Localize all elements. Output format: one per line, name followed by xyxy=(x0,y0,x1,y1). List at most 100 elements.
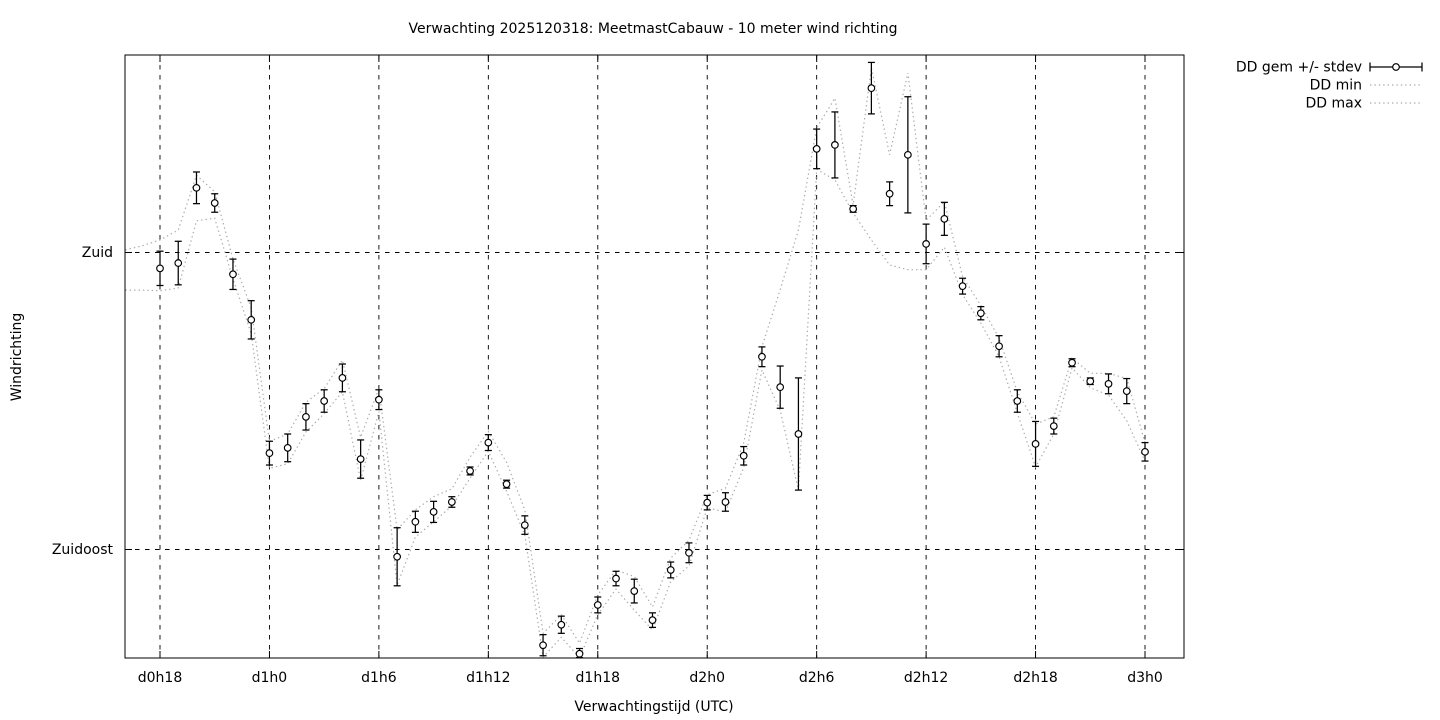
errorbar-point xyxy=(849,205,858,213)
errorbar-point xyxy=(794,377,803,491)
errorbar-point xyxy=(831,111,839,179)
mean-point-marker xyxy=(1086,377,1095,386)
errorbar-point xyxy=(1141,441,1149,462)
mean-point-marker xyxy=(539,641,547,650)
x-tick-label: d1h12 xyxy=(466,670,510,686)
legend-point-marker xyxy=(1392,63,1400,71)
errorbar-point xyxy=(739,445,748,466)
mean-point-marker xyxy=(210,199,219,207)
x-tick-label: d2h12 xyxy=(904,670,948,686)
mean-point-marker xyxy=(739,451,748,460)
mean-point-marker xyxy=(648,616,657,624)
errorbar-point xyxy=(557,615,566,634)
mean-point-marker xyxy=(338,374,347,382)
plot-frame-layer xyxy=(124,54,1185,659)
mean-point-marker xyxy=(1049,422,1058,430)
x-tick-label: d0h18 xyxy=(138,670,182,686)
grid-layer xyxy=(125,55,1184,658)
mean-point-marker xyxy=(812,145,821,153)
legend-sample-errorbar xyxy=(1369,62,1423,72)
mean-point-marker xyxy=(502,480,511,489)
mean-point-marker xyxy=(593,601,602,609)
mean-point-marker xyxy=(192,183,201,192)
mean-point-marker xyxy=(520,521,529,529)
errorbar-point xyxy=(903,96,912,214)
errorbar-point xyxy=(447,496,456,508)
mean-point-marker xyxy=(557,620,566,629)
plot-series-layer xyxy=(125,61,1149,659)
x-tick-label: d2h6 xyxy=(799,670,835,686)
errorbar-point xyxy=(922,223,930,265)
mean-point-marker xyxy=(320,397,329,405)
errorbar-point xyxy=(539,634,547,657)
x-tick-label: d3h0 xyxy=(1127,670,1163,686)
x-tick-label: d2h0 xyxy=(689,670,725,686)
errorbar-point xyxy=(210,193,219,213)
x-tick-label: d1h0 xyxy=(252,670,288,686)
mean-point-marker xyxy=(356,455,365,463)
errorbar-point xyxy=(758,346,766,368)
mean-point-marker xyxy=(885,189,894,198)
errorbar-point xyxy=(484,434,493,452)
x-tick-label: d2h18 xyxy=(1013,670,1057,686)
errorbar-point xyxy=(302,403,310,431)
mean-point-marker xyxy=(466,467,474,475)
mean-point-marker xyxy=(940,214,949,223)
errorbar-point xyxy=(612,570,620,587)
mean-point-marker xyxy=(794,430,803,438)
mean-point-marker xyxy=(283,443,292,452)
errorbar-point xyxy=(338,363,347,393)
mean-point-marker xyxy=(1122,387,1131,395)
mean-point-marker xyxy=(1141,447,1149,456)
plot-border xyxy=(124,54,1185,659)
errorbar-point xyxy=(666,561,675,579)
dd-max-line xyxy=(125,67,1146,645)
errorbar-point xyxy=(429,500,438,524)
mean-point-marker xyxy=(247,315,256,324)
errorbar-point xyxy=(812,128,821,170)
mean-point-marker xyxy=(484,438,493,447)
mean-point-marker xyxy=(922,240,930,248)
mean-point-marker xyxy=(411,517,420,526)
mean-point-marker xyxy=(630,587,639,595)
mean-point-marker xyxy=(995,342,1003,351)
mean-point-marker xyxy=(903,150,912,159)
errorbar-point xyxy=(575,647,584,659)
mean-point-marker xyxy=(1031,440,1040,448)
errorbar-point xyxy=(721,492,730,512)
mean-point-marker xyxy=(156,264,164,273)
errorbar-point xyxy=(1068,358,1076,368)
mean-point-marker xyxy=(831,141,839,149)
mean-point-marker xyxy=(429,508,438,516)
errorbar-point xyxy=(502,479,511,489)
errorbar-point xyxy=(995,335,1003,358)
errorbar-point xyxy=(885,181,894,207)
errorbar-point xyxy=(593,596,602,614)
dd-min-line xyxy=(125,168,1146,659)
errorbar-point xyxy=(685,542,693,564)
mean-point-marker xyxy=(976,309,985,318)
errorbar-point xyxy=(247,300,256,340)
mean-point-marker xyxy=(666,566,675,574)
errorbar-point xyxy=(229,258,237,291)
errorbar-point xyxy=(356,439,365,479)
mean-point-marker xyxy=(302,412,310,421)
errorbar-point xyxy=(976,305,985,321)
errorbar-point xyxy=(1049,417,1058,435)
mean-point-marker xyxy=(867,84,876,93)
legend-label-max: DD max xyxy=(1305,96,1362,112)
errorbar-point xyxy=(174,240,183,286)
mean-point-marker xyxy=(685,548,693,557)
mean-point-marker xyxy=(265,449,274,458)
errorbar-point xyxy=(1031,420,1040,467)
errorbar-point xyxy=(320,389,329,413)
errorbar-point xyxy=(648,612,657,629)
mean-point-marker xyxy=(375,395,383,404)
mean-point-marker xyxy=(447,498,456,506)
errorbar-point xyxy=(940,201,949,236)
errorbar-point xyxy=(1122,377,1131,405)
errorbar-point xyxy=(520,515,529,535)
mean-point-marker xyxy=(1068,358,1076,367)
legend-sample-glyphs xyxy=(1369,62,1423,104)
